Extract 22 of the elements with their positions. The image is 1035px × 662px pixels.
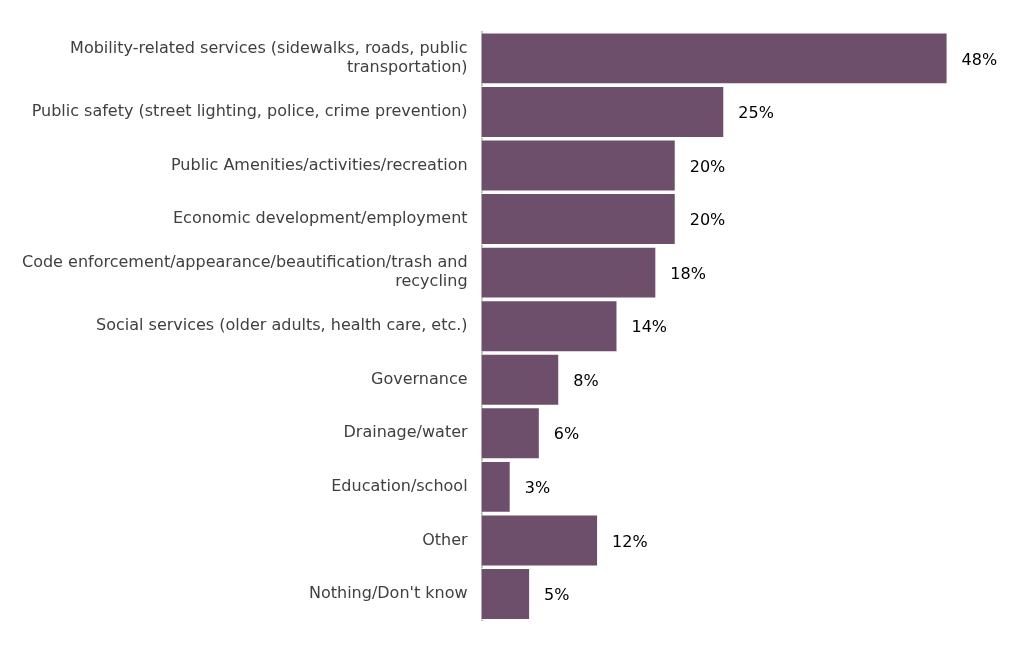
data-label: 20% [689, 156, 726, 176]
y-tick-label: Public safety (street lighting, police, crime prevention) [31, 101, 468, 121]
data-label: 48% [961, 49, 998, 69]
y-tick-label: Mobility-related services (sidewalks, roads, public transportation) [70, 37, 468, 77]
data-label: 5% [544, 585, 570, 605]
y-tick-label: Governance [371, 368, 468, 388]
data-label: 18% [670, 263, 706, 283]
data-label: 12% [612, 531, 648, 551]
data-label: 3% [524, 478, 551, 498]
data-label: 14% [631, 317, 668, 337]
y-tick-label: Social services (older adults, health care, etc.) [96, 315, 468, 335]
y-tick-label: Code enforcement/appearance/beautification/trash and recycling [22, 252, 468, 291]
y-tick-label: Nothing/Don't know [308, 583, 468, 603]
y-tick-label: Education/school [331, 476, 468, 496]
data-label: 20% [689, 210, 726, 230]
data-label: 6% [553, 424, 580, 444]
y-tick-label: Public Amenities/activities/recreation [170, 154, 468, 174]
data-label: 25% [738, 103, 774, 123]
data-label: 8% [573, 370, 599, 390]
y-tick-label: Drainage/water [343, 422, 468, 442]
y-tick-label: Other [422, 529, 468, 549]
y-tick-label: Economic development/employment [172, 208, 468, 228]
